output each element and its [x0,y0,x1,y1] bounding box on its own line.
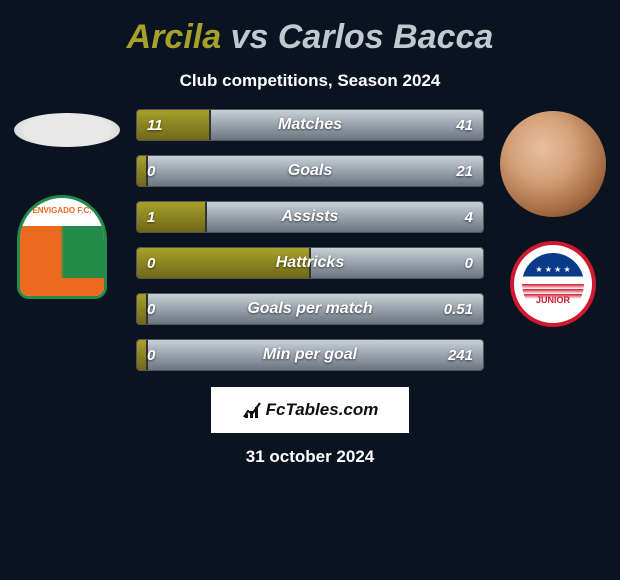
stat-bar: 0Goals per match0.51 [136,293,484,325]
stats-bars: 11Matches410Goals211Assists40Hattricks00… [128,109,492,371]
comparison-infographic: Arcila vs Carlos Bacca Club competitions… [0,0,620,500]
stat-right-value: 0.51 [444,294,473,324]
left-column: ENVIGADO F.C. [6,109,128,305]
player1-name: Arcila [127,18,222,56]
stat-label: Hattricks [137,248,483,278]
stat-right-value: 4 [465,202,473,232]
stat-bar: 0Hattricks0 [136,247,484,279]
stat-right-value: 0 [465,248,473,278]
source-text: FcTables.com [266,400,379,420]
vs-text: vs [231,18,269,56]
stat-label: Matches [137,110,483,140]
player2-name: Carlos Bacca [278,18,493,56]
stat-label: Goals [137,156,483,186]
stat-bar: 0Min per goal241 [136,339,484,371]
right-column: ★ ★ ★ ★ JUNIOR [492,109,614,327]
footer-date: 31 october 2024 [0,447,620,467]
stat-bar: 11Matches41 [136,109,484,141]
player2-avatar [500,111,606,217]
stat-right-value: 21 [456,156,473,186]
player1-avatar [14,113,120,147]
player1-club-badge: ENVIGADO F.C. [17,195,117,305]
stat-right-value: 41 [456,110,473,140]
page-title: Arcila vs Carlos Bacca [0,18,620,57]
player2-club-badge: ★ ★ ★ ★ JUNIOR [510,241,596,327]
club1-name: ENVIGADO F.C. [20,206,104,215]
chart-icon [242,400,262,420]
main-content: ENVIGADO F.C. 11Matches410Goals211Assist… [0,109,620,371]
club2-name: JUNIOR [514,295,592,305]
source-badge: FcTables.com [211,387,409,433]
stat-label: Min per goal [137,340,483,370]
subtitle: Club competitions, Season 2024 [0,71,620,91]
stat-right-value: 241 [448,340,473,370]
stat-bar: 1Assists4 [136,201,484,233]
stat-label: Assists [137,202,483,232]
stat-bar: 0Goals21 [136,155,484,187]
stat-label: Goals per match [137,294,483,324]
